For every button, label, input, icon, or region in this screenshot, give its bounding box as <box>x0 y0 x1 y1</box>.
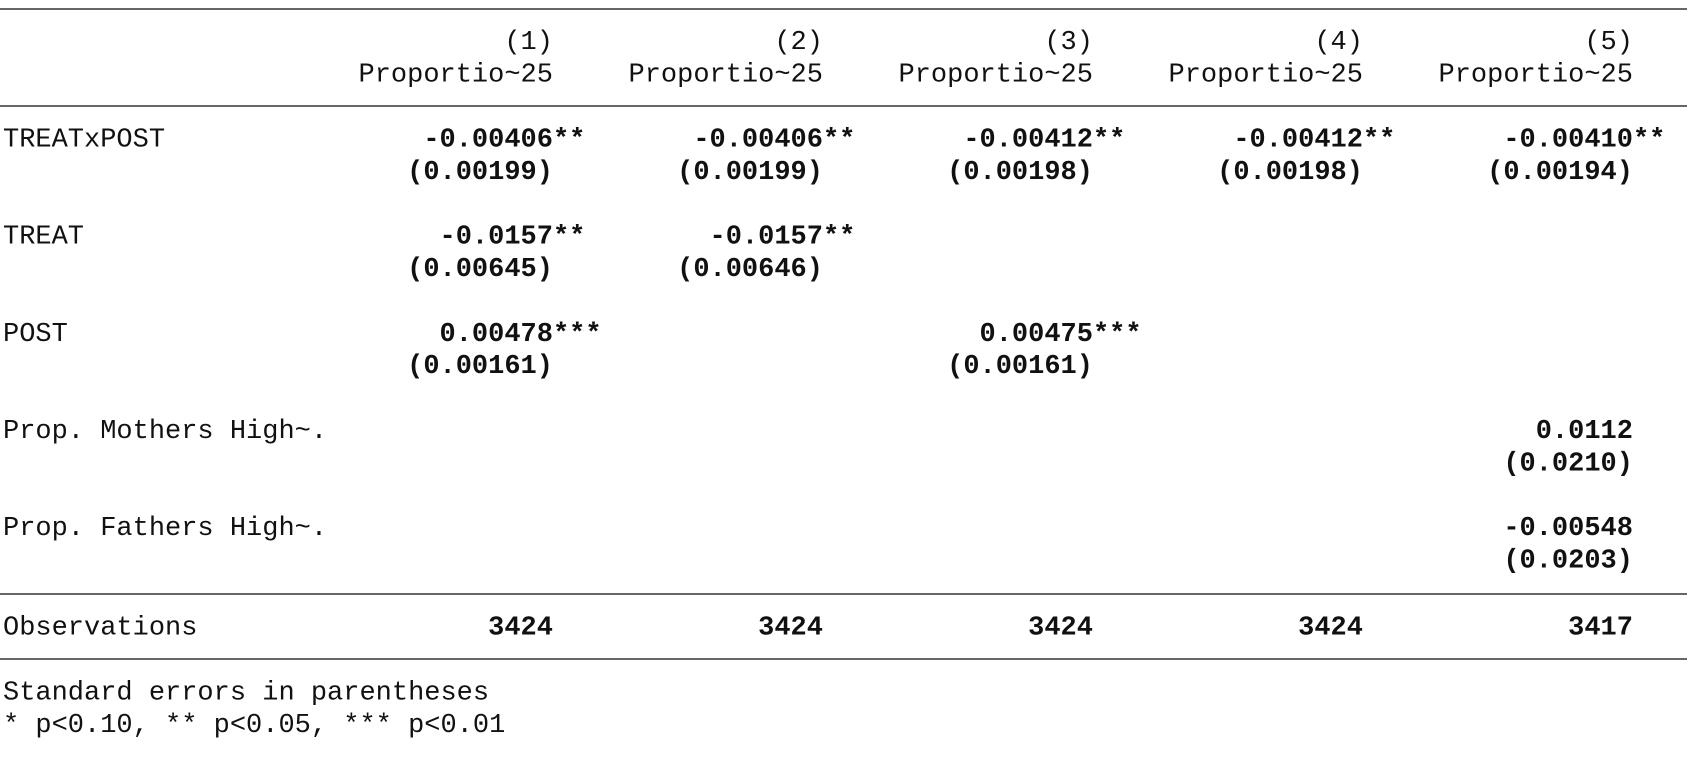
row-label: Prop. Mothers High~. <box>3 417 327 447</box>
coefficient: -0.00406 <box>693 125 823 155</box>
coefficient: -0.00406 <box>423 125 553 155</box>
significance-stars: ** <box>1633 125 1665 155</box>
observations-value: 3417 <box>1568 614 1633 644</box>
standard-error: (0.00646) <box>677 255 823 285</box>
coefficient: 0.00475 <box>980 320 1093 350</box>
coefficient: -0.0157 <box>710 223 823 253</box>
standard-error: (0.00645) <box>407 255 553 285</box>
standard-error: (0.00199) <box>677 158 823 188</box>
column-depvar: Proportio~25 <box>899 61 1093 91</box>
row-label: TREATxPOST <box>3 125 165 155</box>
significance-stars: ** <box>823 223 855 253</box>
coefficient: -0.00412 <box>963 125 1093 155</box>
significance-stars: ** <box>553 223 585 253</box>
column-number: (5) <box>1584 28 1633 58</box>
column-number: (2) <box>774 28 823 58</box>
standard-error: (0.00161) <box>947 352 1093 382</box>
observations-value: 3424 <box>1028 614 1093 644</box>
row-label: POST <box>3 320 68 350</box>
column-number: (3) <box>1044 28 1093 58</box>
column-depvar: Proportio~25 <box>1169 61 1363 91</box>
significance-stars: *** <box>553 320 602 350</box>
coefficient: -0.00410 <box>1503 125 1633 155</box>
column-depvar: Proportio~25 <box>1439 61 1633 91</box>
note: * p<0.10, ** p<0.05, *** p<0.01 <box>3 711 505 741</box>
observations-value: 3424 <box>758 614 823 644</box>
standard-error: (0.0203) <box>1503 547 1633 577</box>
standard-error: (0.0210) <box>1503 449 1633 479</box>
coefficient: -0.00548 <box>1503 514 1633 544</box>
coefficient: -0.00412 <box>1233 125 1363 155</box>
coefficient: 0.0112 <box>1536 417 1633 447</box>
standard-error: (0.00161) <box>407 352 553 382</box>
significance-stars: ** <box>823 125 855 155</box>
column-depvar: Proportio~25 <box>359 61 553 91</box>
standard-error: (0.00194) <box>1487 158 1633 188</box>
row-label: TREAT <box>3 223 84 253</box>
standard-error: (0.00198) <box>1217 158 1363 188</box>
significance-stars: ** <box>1093 125 1125 155</box>
observations-value: 3424 <box>1298 614 1363 644</box>
column-depvar: Proportio~25 <box>629 61 823 91</box>
note: Standard errors in parentheses <box>3 678 489 708</box>
row-label: Prop. Fathers High~. <box>3 514 327 544</box>
significance-stars: *** <box>1093 320 1142 350</box>
coefficient: -0.0157 <box>440 223 553 253</box>
observations-value: 3424 <box>488 614 553 644</box>
row-label: Observations <box>3 614 197 644</box>
significance-stars: ** <box>553 125 585 155</box>
coefficient: 0.00478 <box>440 320 553 350</box>
column-number: (4) <box>1314 28 1363 58</box>
standard-error: (0.00199) <box>407 158 553 188</box>
significance-stars: ** <box>1363 125 1395 155</box>
standard-error: (0.00198) <box>947 158 1093 188</box>
column-number: (1) <box>504 28 553 58</box>
